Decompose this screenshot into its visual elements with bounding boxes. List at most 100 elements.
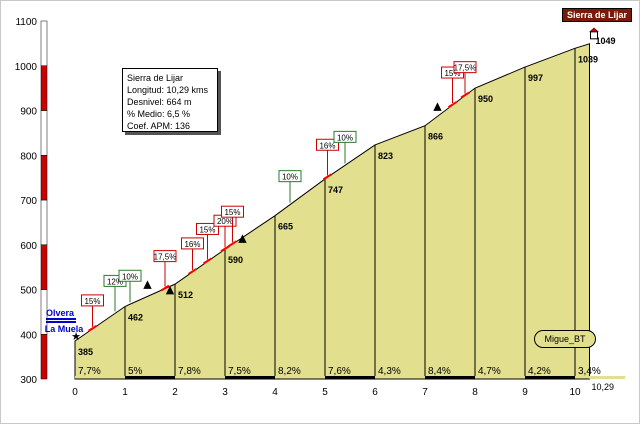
elevation-label: 512 bbox=[178, 290, 193, 300]
info-length: Longitud: 10,29 kms bbox=[127, 85, 209, 95]
ramp-sign-box bbox=[453, 61, 477, 74]
baseline-segment bbox=[375, 376, 425, 379]
km-gradient-label: 7,6% bbox=[328, 366, 351, 377]
elevation-label: 823 bbox=[378, 151, 393, 161]
x-tick-label: 10 bbox=[569, 387, 581, 398]
y-axis-segment bbox=[40, 155, 48, 201]
ramp-sign-label: 17,5% bbox=[454, 64, 477, 73]
x-tick-label: 3 bbox=[222, 387, 228, 398]
ramp-sign-label: 16% bbox=[319, 141, 335, 150]
baseline-segment bbox=[475, 376, 525, 379]
y-axis-segment bbox=[40, 334, 48, 380]
y-axis-segment bbox=[40, 244, 48, 290]
x-tick-label: 0 bbox=[72, 387, 78, 398]
elevation-label: 997 bbox=[528, 73, 543, 83]
ramp-sign-label: 10% bbox=[282, 173, 298, 182]
ramp-sign-label: 15% bbox=[199, 225, 215, 234]
ramp-sign-label: 15% bbox=[84, 297, 100, 306]
y-tick-label: 500 bbox=[20, 286, 37, 297]
ramp-sign-box bbox=[316, 138, 339, 151]
climb-info-box: Sierra de Lijar Longitud: 10,29 kms Desn… bbox=[122, 68, 218, 132]
ramp-sign-label: 20% bbox=[217, 217, 233, 226]
ramp-mark bbox=[447, 101, 458, 108]
ramp-sign-label: 15% bbox=[444, 69, 460, 78]
km-gradient-label: 7,5% bbox=[228, 366, 251, 377]
ramp-mark bbox=[322, 173, 333, 181]
ramp-sign-box bbox=[118, 269, 142, 282]
x-tick-label: 7 bbox=[422, 387, 428, 398]
start-label-la-muela: La Muela bbox=[45, 324, 85, 334]
km-gradient-label: 8,2% bbox=[278, 366, 301, 377]
ramp-sign-box bbox=[81, 294, 104, 307]
y-tick-label: 400 bbox=[20, 330, 37, 341]
ramp-mark bbox=[202, 257, 213, 265]
y-tick-label: 800 bbox=[20, 151, 37, 162]
km-gradient-label: 4,2% bbox=[528, 366, 551, 377]
baseline-segment bbox=[175, 376, 225, 379]
km-gradient-label: 4,7% bbox=[478, 366, 501, 377]
climb-name-tag: Sierra de Lijar bbox=[561, 8, 632, 22]
tree-icon: ▲ bbox=[166, 283, 175, 296]
info-name: Sierra de Lijar bbox=[127, 73, 184, 83]
baseline-segment bbox=[75, 376, 125, 379]
ramp-mark bbox=[187, 268, 198, 275]
km-gradient-label: 5% bbox=[128, 366, 143, 377]
author-badge: Migue_BT bbox=[534, 330, 596, 348]
x-tick-label: 5 bbox=[322, 387, 328, 398]
km-gradient-label: 4,3% bbox=[378, 366, 401, 377]
y-tick-label: 600 bbox=[20, 241, 37, 252]
elevation-label: 1039 bbox=[578, 54, 598, 64]
ramp-sign-label: 10% bbox=[337, 133, 353, 142]
ramp-sign-box bbox=[221, 205, 244, 218]
elevation-label: 747 bbox=[328, 185, 343, 195]
y-tick-label: 700 bbox=[20, 196, 37, 207]
elevation-label: 1049 bbox=[596, 36, 616, 46]
y-tick-label: 1100 bbox=[15, 17, 37, 28]
ramp-sign-label: 15% bbox=[224, 208, 240, 217]
y-axis-segment bbox=[40, 20, 48, 66]
elevation-label: 590 bbox=[228, 255, 243, 265]
y-tick-label: 300 bbox=[20, 375, 37, 386]
baseline-segment bbox=[325, 376, 375, 379]
baseline-segment bbox=[525, 376, 575, 379]
x-tick-label: 9 bbox=[522, 387, 528, 398]
ramp-sign-box bbox=[196, 222, 219, 235]
y-axis-segment bbox=[40, 199, 48, 245]
tree-icon: ▲ bbox=[238, 232, 247, 245]
elevation-label: 950 bbox=[478, 94, 493, 104]
ramp-mark bbox=[460, 91, 470, 99]
ramp-sign-box bbox=[181, 237, 204, 250]
ramp-mark bbox=[160, 284, 170, 292]
summit-hut-icon bbox=[590, 31, 598, 40]
ramp-mark bbox=[227, 240, 238, 248]
ramp-sign-box bbox=[278, 170, 302, 183]
baseline-segment bbox=[275, 376, 325, 379]
ramp-sign-label: 17,5% bbox=[154, 253, 177, 262]
y-tick-label: 900 bbox=[20, 107, 37, 118]
info-coef: Coef. APM: 136 bbox=[127, 121, 191, 131]
x-tick-label: 2 bbox=[172, 387, 178, 398]
start-label-olvera: Olvera bbox=[46, 308, 75, 318]
tree-icon: ▲ bbox=[433, 100, 442, 113]
elevation-label: 385 bbox=[78, 347, 93, 357]
info-avg: % Medio: 6,5 % bbox=[127, 109, 191, 119]
ramp-mark bbox=[87, 325, 98, 332]
km-gradient-label: 3,4% bbox=[578, 366, 601, 377]
elevation-label: 462 bbox=[128, 313, 143, 323]
km-gradient-label: 7,8% bbox=[178, 366, 201, 377]
ramp-sign-label: 10% bbox=[122, 272, 138, 281]
x-tick-label: 8 bbox=[472, 387, 478, 398]
x-tick-label: 4 bbox=[272, 387, 278, 398]
baseline-segment bbox=[575, 376, 625, 379]
x-end-label: 10,29 bbox=[592, 382, 615, 392]
x-tick-label: 6 bbox=[372, 387, 378, 398]
y-tick-label: 1000 bbox=[15, 62, 38, 73]
y-axis-segment bbox=[40, 110, 48, 156]
elevation-label: 866 bbox=[428, 132, 443, 142]
tree-icon: ▲ bbox=[143, 277, 152, 290]
y-axis-segment bbox=[40, 65, 48, 111]
ramp-mark bbox=[220, 245, 230, 253]
ramp-sign-label: 12% bbox=[107, 277, 123, 286]
x-tick-label: 1 bbox=[122, 387, 128, 398]
